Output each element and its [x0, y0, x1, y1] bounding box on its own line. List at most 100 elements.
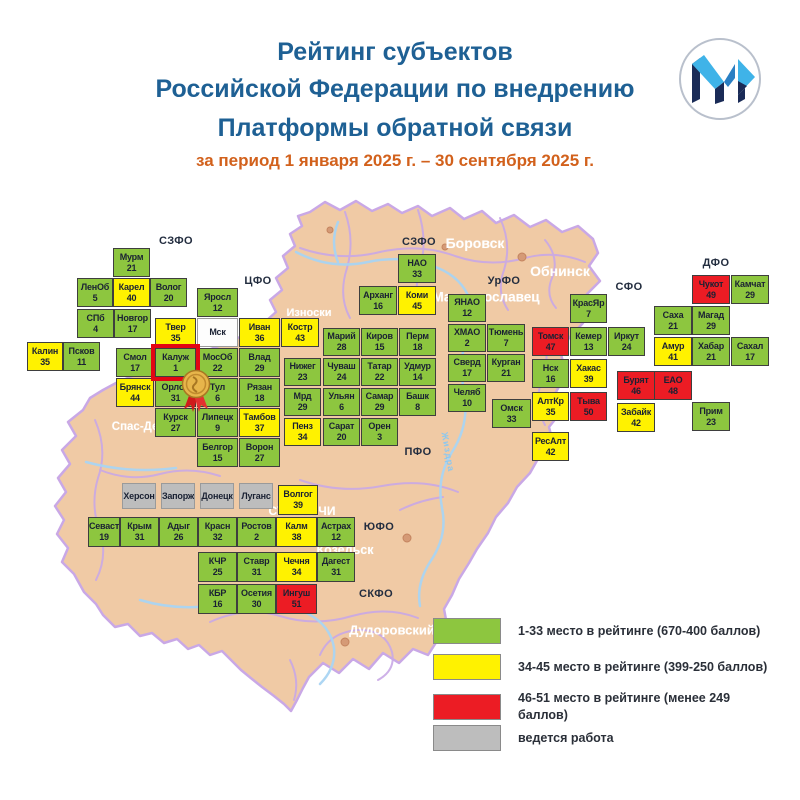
region-tile: Рязан 18 [239, 378, 280, 407]
region-rank: 12 [462, 308, 472, 318]
region-name: КрасЯр [572, 297, 605, 308]
region-name: ЕАО [663, 374, 683, 385]
region-name: Красн [204, 521, 231, 532]
legend-swatch-gray [433, 725, 501, 751]
region-tile: Магад 29 [692, 306, 730, 335]
region-rank: 12 [331, 532, 341, 542]
region-name: Тамбов [243, 411, 276, 422]
region-rank: 11 [76, 356, 87, 367]
region-name: Ростов [241, 521, 272, 532]
region-tile: Смол 17 [116, 348, 154, 377]
region-tile: Хабар 21 [692, 337, 730, 366]
region-rank: 23 [706, 416, 716, 427]
region-tile: Мурм 21 [113, 248, 150, 277]
region-rank: 17 [127, 323, 138, 334]
region-name: Томск [537, 330, 564, 341]
region-rank: 42 [545, 446, 556, 457]
region-tile: КБР 16 [198, 584, 237, 614]
region-rank: 16 [545, 373, 556, 384]
region-rank: 31 [170, 392, 181, 403]
region-name: Яросл [203, 291, 232, 302]
region-tile: АлтКр 35 [532, 392, 569, 421]
region-rank: 1 [173, 362, 178, 373]
region-tile: Севаст 19 [88, 517, 120, 547]
region-rank: 4 [93, 323, 98, 334]
region-name: Чечня [283, 556, 310, 567]
region-name: Калм [285, 521, 308, 532]
legend-swatch-red [433, 693, 501, 720]
region-rank: 23 [297, 372, 308, 382]
region-rank: 47 [545, 341, 556, 352]
region-name: Башк [406, 391, 429, 402]
region-tile: Удмур 14 [399, 358, 436, 386]
region-name: Иркут [614, 330, 639, 341]
region-rank: 29 [254, 362, 265, 373]
region-tile: Дагест 31 [317, 552, 355, 582]
region-tile: Псков 11 [63, 342, 100, 371]
legend-label: 46-51 место в рейтинге (менее 249 баллов… [518, 691, 731, 722]
region-tile: Крым 31 [120, 517, 159, 547]
region-name: Чуваш [327, 361, 356, 372]
region-tile: Саха 21 [654, 306, 692, 335]
region-name: Челяб [453, 387, 481, 398]
region-name: Астрах [320, 521, 352, 532]
page-title-line-2: Российской Федерации по внедрению [155, 75, 635, 103]
region-rank: 39 [293, 500, 303, 510]
region-tile: Чукот 49 [692, 275, 730, 304]
region-name: Тул [209, 381, 226, 392]
region-rank: 48 [668, 385, 678, 396]
region-rank: 7 [586, 308, 591, 319]
region-name: Брянск [119, 381, 151, 392]
region-rank: 37 [254, 422, 265, 433]
city-label: Обнинск [530, 263, 590, 279]
region-name: Забайк [620, 406, 652, 417]
district-label: СФО [615, 281, 643, 293]
region-rank: 35 [545, 406, 556, 417]
region-name: Рязан [247, 381, 272, 392]
region-tile: Марий 28 [323, 328, 360, 356]
region-tile: Хакас 39 [570, 359, 607, 388]
region-rank: 39 [583, 373, 594, 384]
region-name: НАО [407, 257, 427, 268]
region-tile: Калм 38 [276, 517, 317, 547]
region-rank: 16 [373, 300, 383, 311]
region-rank: 28 [336, 342, 347, 352]
region-rank: 42 [631, 417, 641, 428]
region-name: Прим [699, 405, 723, 416]
region-name: МосОб [202, 351, 233, 362]
region-name: Орен [368, 421, 391, 432]
region-name: Хакас [576, 362, 601, 373]
region-rank: 18 [412, 342, 423, 352]
region-tile: Брянск 44 [116, 378, 154, 407]
region-name: Тюмень [488, 327, 524, 338]
region-tile: Тюмень 7 [487, 324, 525, 352]
region-rank: 41 [668, 351, 678, 362]
region-rank: 31 [251, 567, 262, 577]
region-name: Донецк [201, 490, 233, 501]
region-name: Мск [209, 327, 226, 338]
legend-swatch-green [433, 618, 501, 644]
region-tile: Забайк 42 [617, 403, 655, 432]
region-tile: Липецк 9 [197, 408, 238, 437]
region-name: АлтКр [537, 395, 564, 406]
region-rank: 14 [412, 372, 423, 382]
region-name: Сверд [453, 357, 481, 368]
region-name: Костр [287, 321, 313, 332]
region-name: Арханг [363, 289, 393, 300]
region-name: Марий [327, 331, 356, 342]
region-rank: 22 [374, 372, 385, 382]
region-name: Ингуш [282, 588, 311, 599]
region-tile: Ставр 31 [237, 552, 276, 582]
page-header: Рейтинг субъектов Российской Федерации п… [60, 34, 730, 173]
district-label: СКФО [358, 588, 394, 600]
region-rank: 20 [163, 292, 174, 303]
pos-platform-logo-icon [678, 37, 762, 121]
region-name: Киров [366, 331, 393, 342]
region-tile: КЧР 25 [198, 552, 237, 582]
region-name: Сахал [736, 340, 764, 351]
region-rank: 15 [212, 452, 223, 463]
region-tile: Ростов 2 [237, 517, 276, 547]
region-rank: 18 [254, 392, 265, 403]
region-tile: ЯНАО 12 [448, 294, 486, 322]
region-rank: 27 [170, 422, 181, 433]
